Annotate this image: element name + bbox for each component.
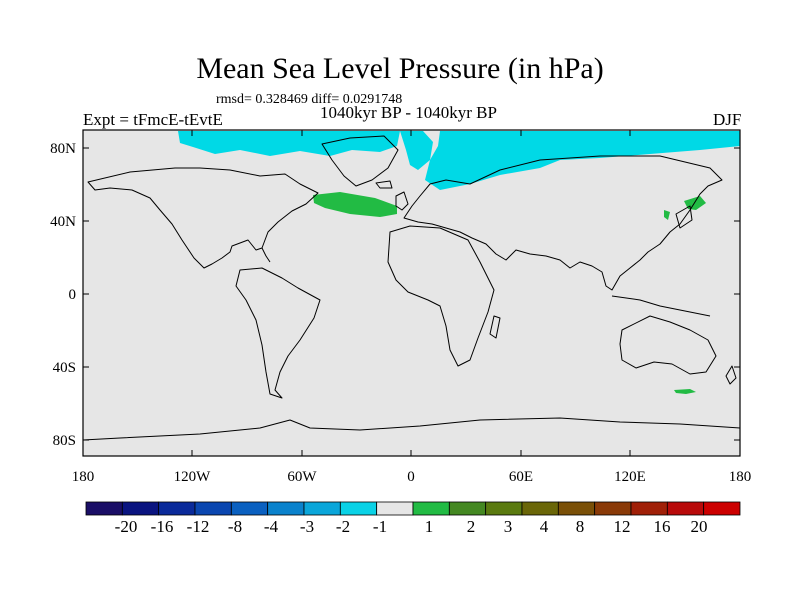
coast-florida <box>261 247 271 263</box>
lon-label: 180 <box>72 469 95 485</box>
anomaly-cyan-greenland-east <box>400 131 433 170</box>
colorbar-box <box>376 501 414 516</box>
negative-anomaly-regions <box>178 131 740 190</box>
lon-label: 0 <box>407 469 415 485</box>
lon-label: 60E <box>509 469 533 485</box>
coast-iceland <box>375 180 393 189</box>
colorbar-box <box>630 501 668 516</box>
lon-ticks <box>82 130 741 456</box>
colorbar-box <box>339 501 378 516</box>
map-title: Mean Sea Level Pressure (in hPa) <box>196 52 604 85</box>
colorbar-box <box>85 501 123 516</box>
experiment-label: Expt = tFmcE-tEvtE <box>83 110 223 129</box>
coast-madagascar <box>489 315 501 339</box>
colorbar-label: 20 <box>691 517 708 536</box>
coast-antarctica <box>82 417 741 441</box>
colorbar-label: 12 <box>614 517 631 536</box>
colorbar-box <box>158 501 196 516</box>
colorbar-box <box>448 501 487 516</box>
colorbar-labels: -20 -16 -12 -8 -4 -3 -2 -1 1 2 3 4 8 12 … <box>115 517 708 536</box>
lat-label: 80S <box>53 433 76 449</box>
colorbar-box <box>121 501 160 516</box>
colorbar-label: 16 <box>654 517 671 536</box>
coast-africa <box>387 225 495 367</box>
lat-ticks <box>83 147 740 441</box>
colorbar-box <box>557 501 596 516</box>
coast-north-america <box>87 167 319 269</box>
colorbar-label: -8 <box>228 517 242 536</box>
colorbar-label: -4 <box>264 517 279 536</box>
coast-south-america <box>235 267 321 399</box>
coast-britain <box>395 191 409 211</box>
period-label: 1040kyr BP - 1040kyr BP <box>320 103 497 122</box>
lon-label: 180 <box>729 469 752 485</box>
colorbar-box <box>303 501 341 516</box>
coast-new-zealand <box>725 365 737 385</box>
lon-label: 120E <box>614 469 646 485</box>
lat-label: 40S <box>53 360 76 376</box>
colorbar-box <box>594 501 632 516</box>
season-label: DJF <box>713 110 742 129</box>
coastlines <box>82 135 741 441</box>
colorbar-box <box>485 501 523 516</box>
colorbar-label: 8 <box>576 517 585 536</box>
colorbar-box <box>194 501 232 516</box>
colorbar-label: -3 <box>300 517 314 536</box>
anomaly-green-japan-small <box>664 210 670 220</box>
coast-indonesia <box>611 295 711 317</box>
lat-label: 80N <box>50 141 76 157</box>
anomaly-cyan-north-america-arctic <box>178 131 400 156</box>
positive-anomaly-regions <box>313 192 706 394</box>
lon-label: 120W <box>174 469 212 485</box>
lon-label: 60W <box>287 469 317 485</box>
lat-label: 0 <box>69 287 77 303</box>
lon-labels: 180 120W 60W 0 60E 120E 180 <box>72 469 752 485</box>
colorbar-box <box>703 501 741 516</box>
stats-text: rmsd= 0.328469 diff= 0.0291748 <box>216 92 403 107</box>
lat-labels: 80N 40N 0 40S 80S <box>50 141 76 449</box>
anomaly-cyan-scandinavia-siberia <box>425 131 740 190</box>
coast-greenland <box>321 135 399 187</box>
colorbar-label: -20 <box>115 517 138 536</box>
colorbar-label: 4 <box>540 517 549 536</box>
colorbar-box <box>267 501 305 516</box>
coast-europe-asia <box>403 155 723 291</box>
colorbar-label: -1 <box>373 517 387 536</box>
colorbar-label: 1 <box>425 517 434 536</box>
colorbar-label: 3 <box>504 517 513 536</box>
colorbar-box <box>666 501 705 516</box>
colorbar-label: 2 <box>467 517 476 536</box>
colorbar: -20 -16 -12 -8 -4 -3 -2 -1 1 2 3 4 8 12 … <box>85 501 741 536</box>
anomaly-green-north-atlantic <box>313 192 397 217</box>
colorbar-box <box>521 501 559 516</box>
coast-japan <box>675 205 693 229</box>
coast-australia <box>619 315 717 375</box>
colorbar-box <box>230 501 269 516</box>
colorbar-label: -16 <box>151 517 174 536</box>
colorbar-label: -12 <box>187 517 210 536</box>
colorbar-label: -2 <box>336 517 350 536</box>
colorbar-boxes <box>85 501 741 516</box>
colorbar-box <box>412 501 450 516</box>
anomaly-green-south-of-new-zealand <box>674 389 696 394</box>
lat-label: 40N <box>50 214 76 230</box>
